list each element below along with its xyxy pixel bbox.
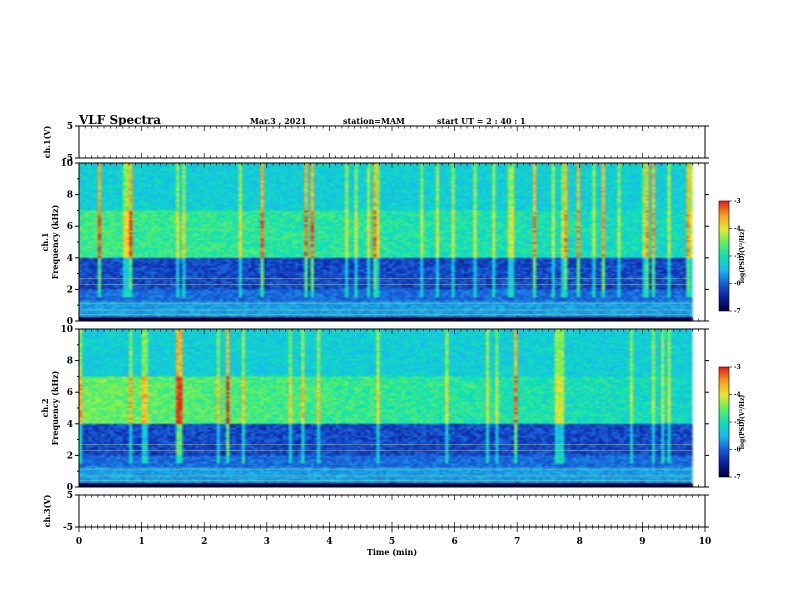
ch1-wave-frame — [78, 125, 706, 159]
ch1-colorbar — [719, 201, 729, 311]
ch2-ytick-label: 6 — [67, 388, 73, 398]
ch2-spectrogram-image — [79, 329, 705, 487]
xaxis-label: Time (min) — [367, 547, 417, 557]
ch1-colorbar-tick-label: -6 — [734, 281, 741, 288]
xtick-label: 8 — [577, 537, 583, 547]
ch1-colorbar-tick-label: -3 — [734, 198, 741, 205]
xtick-label: 7 — [514, 537, 520, 547]
ch2-ylabel-frequency: Frequency (kHz) — [50, 370, 60, 445]
xtick-label: 3 — [264, 537, 270, 547]
ch2-colorbar-tick-label: -4 — [734, 392, 741, 399]
xtick-label: 5 — [389, 537, 395, 547]
chart-title: VLF Spectra — [79, 113, 162, 127]
ch2-colorbar-label: log(PSD)(V²/Hz) — [739, 395, 746, 450]
ch1-spectrogram-image — [79, 163, 705, 321]
station-label: station=MAM — [343, 116, 405, 126]
ch1-ytick-label: 2 — [67, 285, 73, 295]
ch3-wave-ytick-label: -5 — [63, 523, 73, 533]
ch2-colorbar — [719, 367, 729, 477]
ch1-ytick-label: 8 — [67, 191, 73, 201]
xtick-label: 6 — [451, 537, 457, 547]
ch1-ytick-label: 6 — [67, 222, 73, 232]
ch2-colorbar-tick-label: -7 — [734, 474, 741, 481]
ch2-colorbar-tick-label: -3 — [734, 364, 741, 371]
start-ut-label: start UT = 2 : 40 : 1 — [437, 116, 526, 126]
ch1-colorbar-label: log(PSD)(V²/Hz) — [739, 229, 746, 284]
ch2-ytick-label: 2 — [67, 451, 73, 461]
xtick-label: 2 — [201, 537, 207, 547]
ch1-ytick-label: 0 — [67, 317, 73, 327]
ch1-ylabel-channel: ch.1 — [40, 232, 50, 251]
ch1-ytick-label: 10 — [60, 159, 73, 169]
ch1-colorbar-tick-label: -4 — [734, 226, 741, 233]
ch1-wave-ytick-label: -5 — [63, 154, 73, 164]
ch2-colorbar-tick-label: -5 — [734, 419, 741, 426]
ch3-wave-ylabel: ch.3(V) — [42, 494, 52, 527]
ch1-colorbar-tick-label: -7 — [734, 308, 741, 315]
ch1-wave-ytick-label: 5 — [67, 122, 73, 132]
ch2-ytick-label: 8 — [67, 357, 73, 367]
xtick-label: 0 — [76, 537, 82, 547]
ch1-ylabel-frequency: Frequency (kHz) — [50, 204, 60, 279]
ch2-colorbar-tick-label: -6 — [734, 447, 741, 454]
ch1-ytick-label: 4 — [67, 254, 73, 264]
ch3-wave-ytick-label: 5 — [67, 491, 73, 501]
plot-frame-layer — [75, 125, 732, 532]
ch2-ytick-label: 10 — [60, 325, 73, 335]
ch2-ylabel-channel: ch.2 — [40, 398, 50, 417]
ch2-ytick-label: 4 — [67, 420, 73, 430]
xtick-label: 4 — [326, 537, 332, 547]
xtick-label: 9 — [639, 537, 645, 547]
plot-fill-layer — [79, 127, 729, 519]
ch1-wave-ylabel: ch.1(V) — [42, 125, 52, 158]
date-label: Mar.3 , 2021 — [250, 116, 307, 126]
xtick-label: 1 — [138, 537, 144, 547]
ch2-ytick-label: 0 — [67, 483, 73, 493]
xtick-label: 10 — [699, 537, 712, 547]
ch1-colorbar-tick-label: -5 — [734, 253, 741, 260]
